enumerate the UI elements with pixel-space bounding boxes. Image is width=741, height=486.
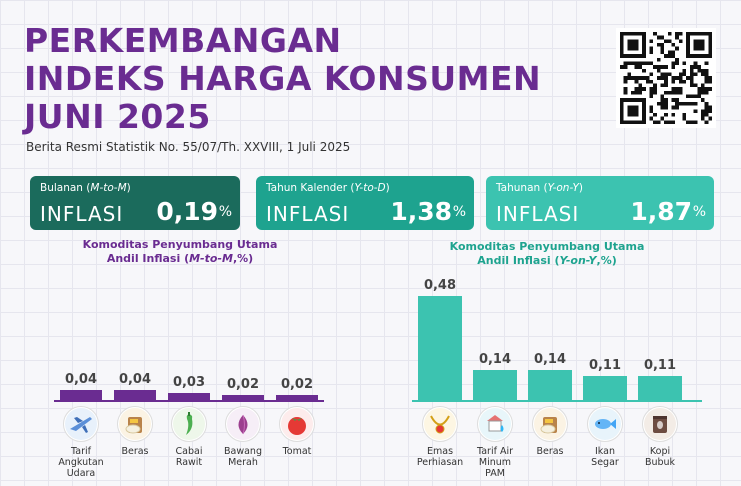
category-label: Ikan Segar <box>591 446 619 468</box>
card-value: 1,87 <box>630 197 692 226</box>
qr-code-icon[interactable] <box>616 28 716 128</box>
chart-bar <box>418 296 462 400</box>
bar-value-label: 0,04 <box>118 372 152 387</box>
category-label: Kopi Bubuk <box>644 446 676 468</box>
coffee-icon <box>642 406 678 442</box>
mtm-chart-title: Komoditas Penyumbang Utama Andil Inflasi… <box>82 238 278 265</box>
yoy-chart-title: Komoditas Penyumbang Utama Andil Inflasi… <box>449 240 645 267</box>
jewelry-icon <box>422 406 458 442</box>
chart-bar <box>638 376 682 400</box>
card-unit: % <box>452 204 466 220</box>
title-line-3: JUNI 2025 <box>24 97 211 136</box>
chart-bar <box>168 392 210 400</box>
card-caption: Bulanan (M-to-M) <box>40 182 131 194</box>
card-yoy-inflation: Tahunan (Y-on-Y) INFLASI 1,87 % <box>486 176 714 230</box>
tomato-icon <box>279 406 315 442</box>
category-label: Tarif Angkutan Udara <box>58 446 104 479</box>
card-ytd-inflation: Tahun Kalender (Y-to-D) INFLASI 1,38 % <box>256 176 474 230</box>
rice-icon <box>532 406 568 442</box>
bar-value-label: 0,48 <box>423 278 457 293</box>
bar-value-label: 0,11 <box>588 358 622 374</box>
card-value: 1,38 <box>390 197 452 226</box>
chart-bar <box>114 390 156 400</box>
title-line-1: PERKEMBANGAN <box>24 21 342 60</box>
category-label: Bawang Merah <box>224 446 262 468</box>
category-label: Beras <box>121 446 149 457</box>
card-value: 0,19 <box>156 197 218 226</box>
category-label: Cabai Rawit <box>175 446 203 468</box>
category-label: Tomat <box>282 446 312 457</box>
chart-bar <box>276 395 318 400</box>
category-label: Beras <box>536 446 564 457</box>
card-unit: % <box>218 204 232 220</box>
rice-icon <box>117 406 153 442</box>
card-label: INFLASI <box>496 202 580 226</box>
chart-bar <box>473 369 517 400</box>
bar-value-label: 0,02 <box>226 377 260 392</box>
chart-bar <box>60 390 102 400</box>
chart-baseline <box>54 400 324 402</box>
yoy-bar-chart: 0,48 0,14 0,14 0,11 0,11 <box>412 270 702 402</box>
chart-bar <box>222 395 264 400</box>
bar-value-label: 0,04 <box>64 372 98 387</box>
card-unit: % <box>692 204 706 220</box>
water-tap-icon <box>477 406 513 442</box>
page-title: PERKEMBANGAN INDEKS HARGA KONSUMEN JUNI … <box>24 22 541 136</box>
bar-value-label: 0,02 <box>280 377 314 392</box>
card-monthly-inflation: Bulanan (M-to-M) INFLASI 0,19 % <box>30 176 240 230</box>
bar-value-label: 0,14 <box>478 351 512 367</box>
category-label: Tarif Air Minum PAM <box>476 446 513 479</box>
card-label: INFLASI <box>266 202 350 226</box>
card-label: INFLASI <box>40 202 124 226</box>
shallot-icon <box>225 406 261 442</box>
card-caption: Tahunan (Y-on-Y) <box>496 182 583 194</box>
card-caption: Tahun Kalender (Y-to-D) <box>266 182 390 194</box>
chart-bar <box>583 376 627 400</box>
category-label: Emas Perhiasan <box>416 446 464 468</box>
fish-icon <box>587 406 623 442</box>
airplane-icon <box>63 406 99 442</box>
chili-icon <box>171 406 207 442</box>
chart-baseline <box>412 400 702 402</box>
bar-value-label: 0,03 <box>172 374 206 390</box>
bar-value-label: 0,11 <box>643 358 677 374</box>
mtm-bar-chart: 0,04 0,04 0,03 0,02 0,02 <box>54 360 324 402</box>
page-subtitle: Berita Resmi Statistik No. 55/07/Th. XXV… <box>26 140 351 154</box>
title-line-2: INDEKS HARGA KONSUMEN <box>24 59 542 98</box>
chart-bar <box>528 369 572 400</box>
bar-value-label: 0,14 <box>533 351 567 367</box>
